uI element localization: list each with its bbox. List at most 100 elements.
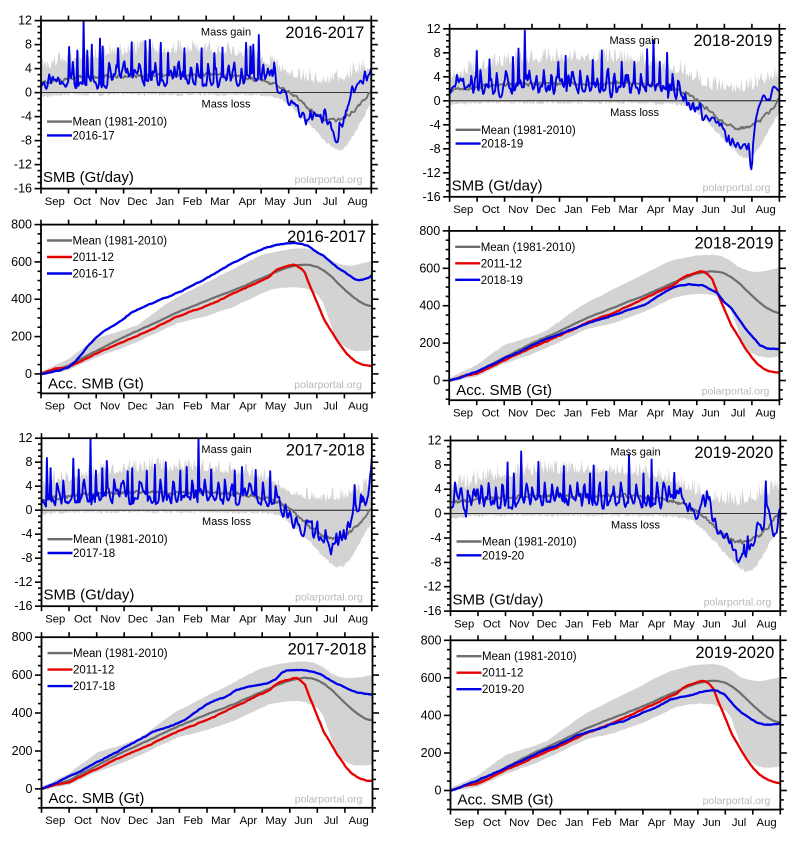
svg-text:400: 400 — [419, 299, 440, 313]
svg-text:2016-2017: 2016-2017 — [287, 228, 366, 246]
svg-text:Apr: Apr — [239, 614, 257, 626]
svg-text:Jun: Jun — [702, 618, 720, 630]
svg-text:-4: -4 — [429, 118, 440, 132]
svg-text:Sep: Sep — [45, 815, 65, 827]
svg-text:200: 200 — [419, 336, 440, 350]
svg-text:Mean (1981-2010): Mean (1981-2010) — [73, 236, 168, 248]
svg-text:Dec: Dec — [127, 196, 147, 208]
svg-text:4: 4 — [26, 479, 33, 493]
svg-text:-8: -8 — [430, 555, 441, 569]
svg-text:Mass gain: Mass gain — [610, 447, 660, 459]
svg-text:2011-12: 2011-12 — [482, 668, 523, 680]
svg-text:-4: -4 — [430, 531, 441, 545]
svg-text:0: 0 — [433, 374, 440, 388]
svg-text:-4: -4 — [21, 527, 32, 541]
svg-text:Feb: Feb — [183, 815, 202, 827]
svg-text:800: 800 — [12, 630, 33, 644]
svg-text:-8: -8 — [21, 134, 32, 148]
svg-text:Jul: Jul — [731, 408, 745, 420]
svg-text:Jan: Jan — [156, 401, 174, 413]
svg-text:Dec: Dec — [128, 815, 148, 827]
svg-text:-16: -16 — [423, 604, 441, 618]
svg-text:Sep: Sep — [453, 408, 473, 420]
svg-text:SMB (Gt/day): SMB (Gt/day) — [453, 592, 544, 609]
svg-text:Jan: Jan — [156, 815, 174, 827]
svg-text:Aug: Aug — [347, 196, 367, 208]
svg-text:Aug: Aug — [757, 817, 777, 829]
svg-text:May: May — [264, 196, 286, 208]
svg-text:4: 4 — [25, 62, 32, 76]
svg-text:Jan: Jan — [156, 614, 174, 626]
svg-text:800: 800 — [421, 633, 442, 647]
svg-text:0: 0 — [434, 94, 441, 108]
svg-text:Apr: Apr — [648, 618, 666, 630]
svg-text:Mean (1981-2010): Mean (1981-2010) — [73, 648, 168, 660]
svg-text:Nov: Nov — [100, 815, 120, 827]
svg-text:Acc. SMB (Gt): Acc. SMB (Gt) — [49, 790, 145, 807]
svg-text:2011-12: 2011-12 — [481, 258, 522, 270]
svg-text:Dec: Dec — [127, 401, 147, 413]
svg-text:-16: -16 — [14, 182, 32, 196]
svg-text:0: 0 — [26, 782, 33, 796]
svg-text:polarportal.org: polarportal.org — [295, 174, 363, 186]
svg-text:Mar: Mar — [619, 817, 639, 829]
svg-text:8: 8 — [435, 458, 442, 472]
svg-text:4: 4 — [435, 482, 442, 496]
svg-text:polarportal.org: polarportal.org — [704, 597, 772, 609]
svg-text:Acc. SMB (Gt): Acc. SMB (Gt) — [458, 792, 554, 809]
svg-text:600: 600 — [12, 668, 33, 682]
svg-text:Mean (1981-2010): Mean (1981-2010) — [481, 242, 576, 254]
svg-text:200: 200 — [421, 746, 442, 760]
svg-text:4: 4 — [434, 70, 441, 84]
svg-text:Mass loss: Mass loss — [610, 107, 659, 119]
svg-text:Aug: Aug — [756, 204, 776, 216]
svg-text:Sep: Sep — [453, 204, 473, 216]
svg-text:12: 12 — [428, 434, 442, 448]
svg-text:2017-2018: 2017-2018 — [286, 442, 365, 460]
svg-text:2018-19: 2018-19 — [481, 275, 523, 287]
svg-text:Mar: Mar — [211, 401, 231, 413]
svg-text:May: May — [672, 408, 694, 420]
svg-text:Mass loss: Mass loss — [611, 520, 660, 532]
svg-text:Mar: Mar — [211, 815, 231, 827]
svg-text:SMB (Gt/day): SMB (Gt/day) — [44, 587, 135, 604]
svg-text:-4: -4 — [21, 110, 32, 124]
svg-text:Feb: Feb — [591, 408, 610, 420]
svg-text:400: 400 — [11, 292, 32, 306]
svg-text:polarportal.org: polarportal.org — [703, 182, 771, 194]
svg-text:Mar: Mar — [619, 618, 639, 630]
svg-text:2017-18: 2017-18 — [73, 548, 115, 560]
svg-text:Nov: Nov — [508, 408, 528, 420]
svg-text:Jan: Jan — [565, 817, 583, 829]
svg-text:Oct: Oct — [74, 196, 92, 208]
svg-text:Jun: Jun — [293, 196, 311, 208]
svg-text:Dec: Dec — [537, 817, 557, 829]
svg-text:May: May — [265, 401, 287, 413]
svg-text:8: 8 — [434, 46, 441, 60]
svg-text:Jul: Jul — [323, 401, 337, 413]
svg-text:Sep: Sep — [45, 196, 65, 208]
svg-text:Acc. SMB (Gt): Acc. SMB (Gt) — [456, 382, 552, 399]
svg-text:Jul: Jul — [323, 196, 337, 208]
svg-text:May: May — [265, 815, 287, 827]
svg-text:-12: -12 — [14, 158, 32, 172]
svg-text:8: 8 — [25, 38, 32, 52]
svg-text:-16: -16 — [423, 190, 441, 204]
svg-text:Jan: Jan — [565, 618, 583, 630]
svg-text:Feb: Feb — [591, 204, 610, 216]
svg-text:Jun: Jun — [294, 614, 312, 626]
svg-text:polarportal.org: polarportal.org — [703, 795, 771, 807]
svg-text:200: 200 — [12, 744, 33, 758]
svg-text:Nov: Nov — [508, 204, 528, 216]
svg-text:May: May — [265, 614, 287, 626]
svg-text:12: 12 — [427, 22, 441, 36]
svg-text:polarportal.org: polarportal.org — [295, 793, 363, 805]
svg-text:Aug: Aug — [756, 408, 776, 420]
svg-text:Dec: Dec — [535, 408, 555, 420]
svg-text:May: May — [673, 204, 695, 216]
svg-text:Aug: Aug — [349, 815, 369, 827]
svg-text:2016-2017: 2016-2017 — [285, 24, 364, 42]
svg-text:12: 12 — [19, 431, 33, 445]
svg-text:Mass loss: Mass loss — [202, 516, 251, 528]
svg-text:2016-17: 2016-17 — [73, 269, 115, 281]
